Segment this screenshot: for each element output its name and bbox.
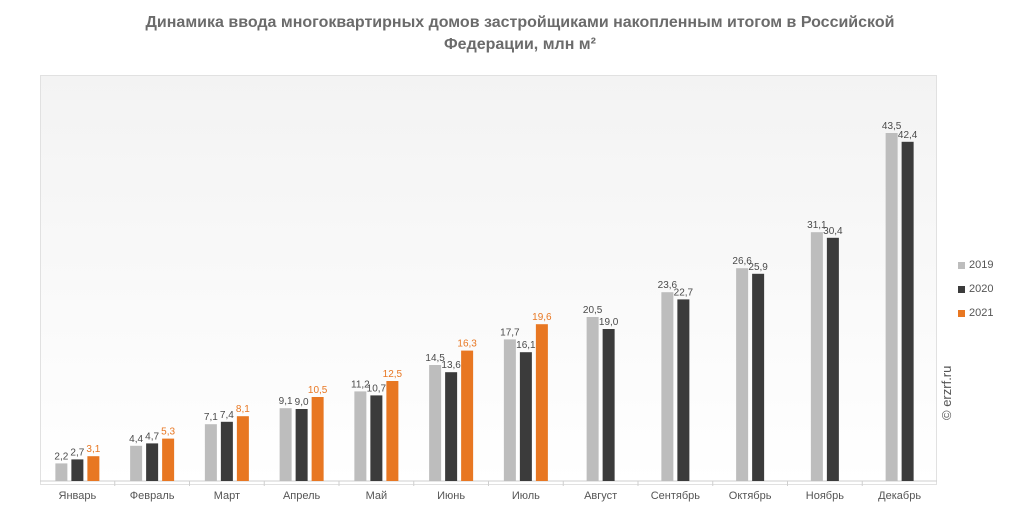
bar-2021 — [236, 416, 249, 481]
bar-2021 — [386, 381, 399, 481]
data-label-2020: 16,1 — [516, 340, 536, 351]
bar-2019 — [661, 292, 674, 481]
data-label-2021: 16,3 — [457, 339, 477, 350]
data-label-2019: 2,2 — [54, 451, 68, 462]
bar-2020 — [445, 372, 458, 481]
data-label-2021: 3,1 — [86, 444, 100, 455]
data-label-2020: 9,0 — [295, 397, 309, 408]
data-label-2020: 19,0 — [599, 317, 619, 328]
legend: 2019 2020 2021 — [958, 253, 993, 325]
bar-2019 — [130, 445, 143, 481]
bar-2020 — [519, 352, 532, 481]
x-tick-label: Август — [584, 490, 617, 502]
data-label-2020: 25,9 — [748, 262, 768, 273]
x-tick-label: Ноябрь — [806, 490, 844, 502]
legend-swatch-2019 — [958, 261, 965, 269]
x-tick-label: Октябрь — [729, 490, 772, 502]
data-label-2020: 2,7 — [70, 447, 84, 458]
bar-2019 — [429, 365, 442, 481]
data-label-2019: 23,6 — [658, 280, 678, 291]
legend-item-2021: 2021 — [958, 301, 993, 325]
data-label-2019: 20,5 — [583, 305, 603, 316]
bar-2019 — [503, 339, 516, 481]
bar-2019 — [55, 463, 68, 481]
data-label-2020: 7,4 — [220, 410, 234, 421]
bar-2019 — [354, 391, 367, 481]
x-tick-label: Май — [366, 490, 388, 502]
bar-2021 — [87, 456, 100, 481]
bar-2019 — [586, 317, 599, 481]
data-label-2020: 4,7 — [145, 431, 159, 442]
bar-2020 — [370, 395, 383, 481]
x-tick-label: Январь — [59, 490, 97, 502]
data-label-2019: 14,5 — [425, 353, 445, 364]
x-tick-label: Июль — [512, 490, 540, 502]
x-tick-label: Февраль — [130, 490, 175, 502]
x-tick-label: Июнь — [437, 490, 465, 502]
data-label-2019: 7,1 — [204, 412, 218, 423]
bar-2020 — [602, 329, 615, 481]
watermark: © erzrf.ru — [939, 365, 954, 420]
bar-2020 — [146, 443, 159, 481]
data-label-2019: 4,4 — [129, 434, 143, 445]
data-label-2019: 31,1 — [807, 220, 827, 231]
legend-item-2020: 2020 — [958, 277, 993, 301]
legend-label-2019: 2019 — [969, 259, 994, 271]
legend-label-2021: 2021 — [969, 307, 994, 319]
legend-label-2020: 2020 — [969, 283, 994, 295]
data-label-2019: 26,6 — [732, 256, 752, 267]
bar-2019 — [204, 424, 217, 481]
x-tick-label: Апрель — [283, 490, 321, 502]
bar-2020 — [901, 141, 914, 482]
bar-2020 — [295, 409, 308, 481]
x-tick-label: Декабрь — [878, 490, 921, 502]
data-label-2021: 12,5 — [383, 369, 403, 380]
bar-2021 — [461, 350, 474, 481]
legend-swatch-2021 — [958, 309, 965, 317]
bar-2019 — [279, 408, 292, 481]
data-label-2020: 30,4 — [823, 226, 843, 237]
x-tick-label: Март — [214, 490, 240, 502]
bar-2021 — [311, 397, 324, 481]
x-tick-label: Сентябрь — [651, 490, 701, 502]
bar-2019 — [736, 268, 749, 481]
data-label-2021: 19,6 — [532, 312, 552, 323]
data-label-2020: 13,6 — [441, 360, 461, 371]
data-label-2020: 22,7 — [674, 287, 694, 298]
bar-2019 — [885, 133, 898, 481]
data-label-2021: 10,5 — [308, 385, 328, 396]
legend-item-2019: 2019 — [958, 253, 993, 277]
bar-2020 — [220, 421, 233, 481]
data-label-2019: 11,2 — [351, 379, 370, 390]
data-label-2019: 9,1 — [279, 396, 293, 407]
bar-2021 — [535, 324, 548, 481]
bar-2019 — [810, 232, 823, 481]
data-label-2020: 10,7 — [367, 383, 387, 394]
data-label-2019: 17,7 — [500, 327, 520, 338]
data-label-2021: 5,3 — [161, 427, 175, 438]
bar-2020 — [752, 273, 765, 481]
chart-title: Динамика ввода многоквартирных домов зас… — [145, 14, 895, 53]
bar-2020 — [677, 299, 690, 481]
bar-2020 — [71, 459, 84, 481]
bar-2021 — [162, 438, 175, 481]
plot-area — [40, 75, 937, 485]
data-label-2021: 8,1 — [236, 404, 250, 415]
bar-2020 — [826, 237, 839, 481]
data-label-2020: 42,4 — [898, 130, 918, 141]
data-label-2019: 43,5 — [882, 121, 902, 132]
legend-swatch-2020 — [958, 285, 965, 293]
